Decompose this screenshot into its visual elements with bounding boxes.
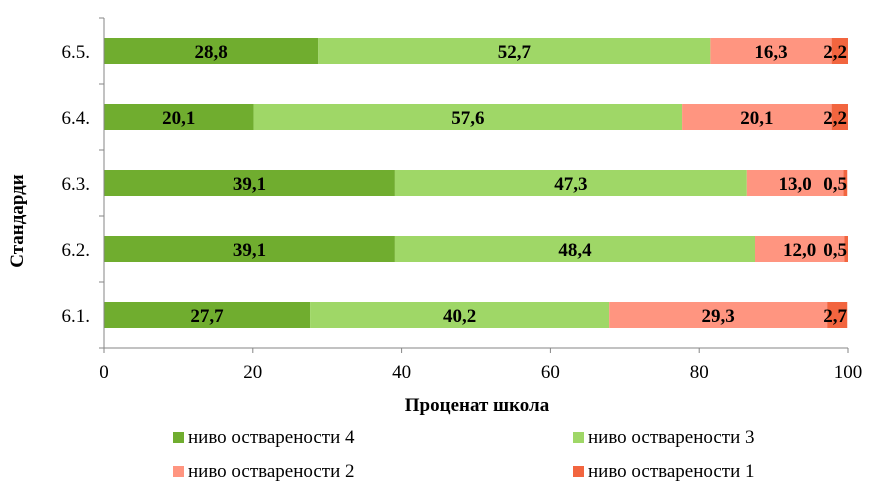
legend-swatch <box>573 432 584 443</box>
x-tick-label: 80 <box>690 362 709 383</box>
bar-segment <box>609 302 828 328</box>
y-tick-label: 6.4. <box>62 108 91 129</box>
bar-segment <box>104 170 395 196</box>
data-label: 2,7 <box>823 306 847 327</box>
data-label: 39,1 <box>233 174 266 195</box>
data-label: 16,3 <box>754 42 787 63</box>
legend-label: ниво остварености 2 <box>188 461 355 482</box>
bar-segment <box>310 302 610 328</box>
data-label: 47,3 <box>554 174 587 195</box>
bar-segment <box>253 104 683 130</box>
data-label: 27,7 <box>190 306 224 327</box>
legend-item: ниво остварености 3 <box>573 427 755 448</box>
bar-segment <box>318 38 711 64</box>
data-label: 20,1 <box>740 108 773 129</box>
data-label: 57,6 <box>451 108 484 129</box>
x-tick-label: 100 <box>834 362 863 383</box>
legend-swatch <box>173 432 184 443</box>
legend-label: ниво остварености 1 <box>588 461 755 482</box>
bar-segment <box>827 302 848 328</box>
data-label: 2,2 <box>823 108 847 129</box>
data-label: 28,8 <box>195 42 228 63</box>
data-label: 52,7 <box>498 42 532 63</box>
bar-segment <box>844 236 848 262</box>
legend-label: ниво остварености 4 <box>188 427 355 448</box>
x-tick-label: 20 <box>243 362 262 383</box>
legend-item: ниво остварености 4 <box>173 427 355 448</box>
bar-segment <box>831 38 848 64</box>
data-label: 13,0 <box>779 174 812 195</box>
bar-segment <box>755 236 845 262</box>
data-label: 39,1 <box>233 240 266 261</box>
bar-segment <box>710 38 832 64</box>
bar-segment <box>746 170 844 196</box>
bar-segment <box>104 302 311 328</box>
bar-segment <box>104 104 254 130</box>
bar-segment <box>394 236 755 262</box>
data-labels-group: 27,7 40,2 29,3 2,7 39,1 48,4 12,0 0,5 39,1 47,3 13… <box>162 42 847 327</box>
y-tick-label: 6.5. <box>62 42 91 63</box>
bar-segment <box>831 104 848 130</box>
bar-segment <box>843 170 848 196</box>
axes-group: 6.1. 6.2. 6.3. 6.4. 6.5. 0 20 40 60 80 100 <box>62 17 863 383</box>
bar-segment <box>104 38 319 64</box>
data-label: 29,3 <box>702 306 735 327</box>
legend-item: ниво остварености 2 <box>173 461 355 482</box>
bar-segment <box>104 236 395 262</box>
data-label: 2,2 <box>823 42 847 63</box>
y-tick-label: 6.1. <box>62 306 91 327</box>
legend-swatch <box>573 466 584 477</box>
legend-label: ниво остварености 3 <box>588 427 755 448</box>
legend-item: ниво остварености 1 <box>573 461 755 482</box>
x-tick-label: 0 <box>99 362 109 383</box>
y-axis-title: Стандарди <box>7 174 28 268</box>
data-label: 40,2 <box>443 306 476 327</box>
data-label: 48,4 <box>558 240 592 261</box>
data-label: 0,5 <box>823 240 847 261</box>
x-tick-label: 40 <box>392 362 411 383</box>
bar-segment <box>394 170 747 196</box>
x-axis-title: Проценат школа <box>405 395 550 416</box>
legend: ниво остварености 4 ниво остварености 3 ни… <box>173 427 755 482</box>
data-label: 0,5 <box>823 174 847 195</box>
bar-segment <box>682 104 832 130</box>
bars-group <box>104 38 848 328</box>
y-tick-label: 6.3. <box>62 174 91 195</box>
data-label: 12,0 <box>783 240 816 261</box>
legend-swatch <box>173 466 184 477</box>
y-tick-label: 6.2. <box>62 240 91 261</box>
x-tick-label: 60 <box>541 362 560 383</box>
data-label: 20,1 <box>162 108 195 129</box>
